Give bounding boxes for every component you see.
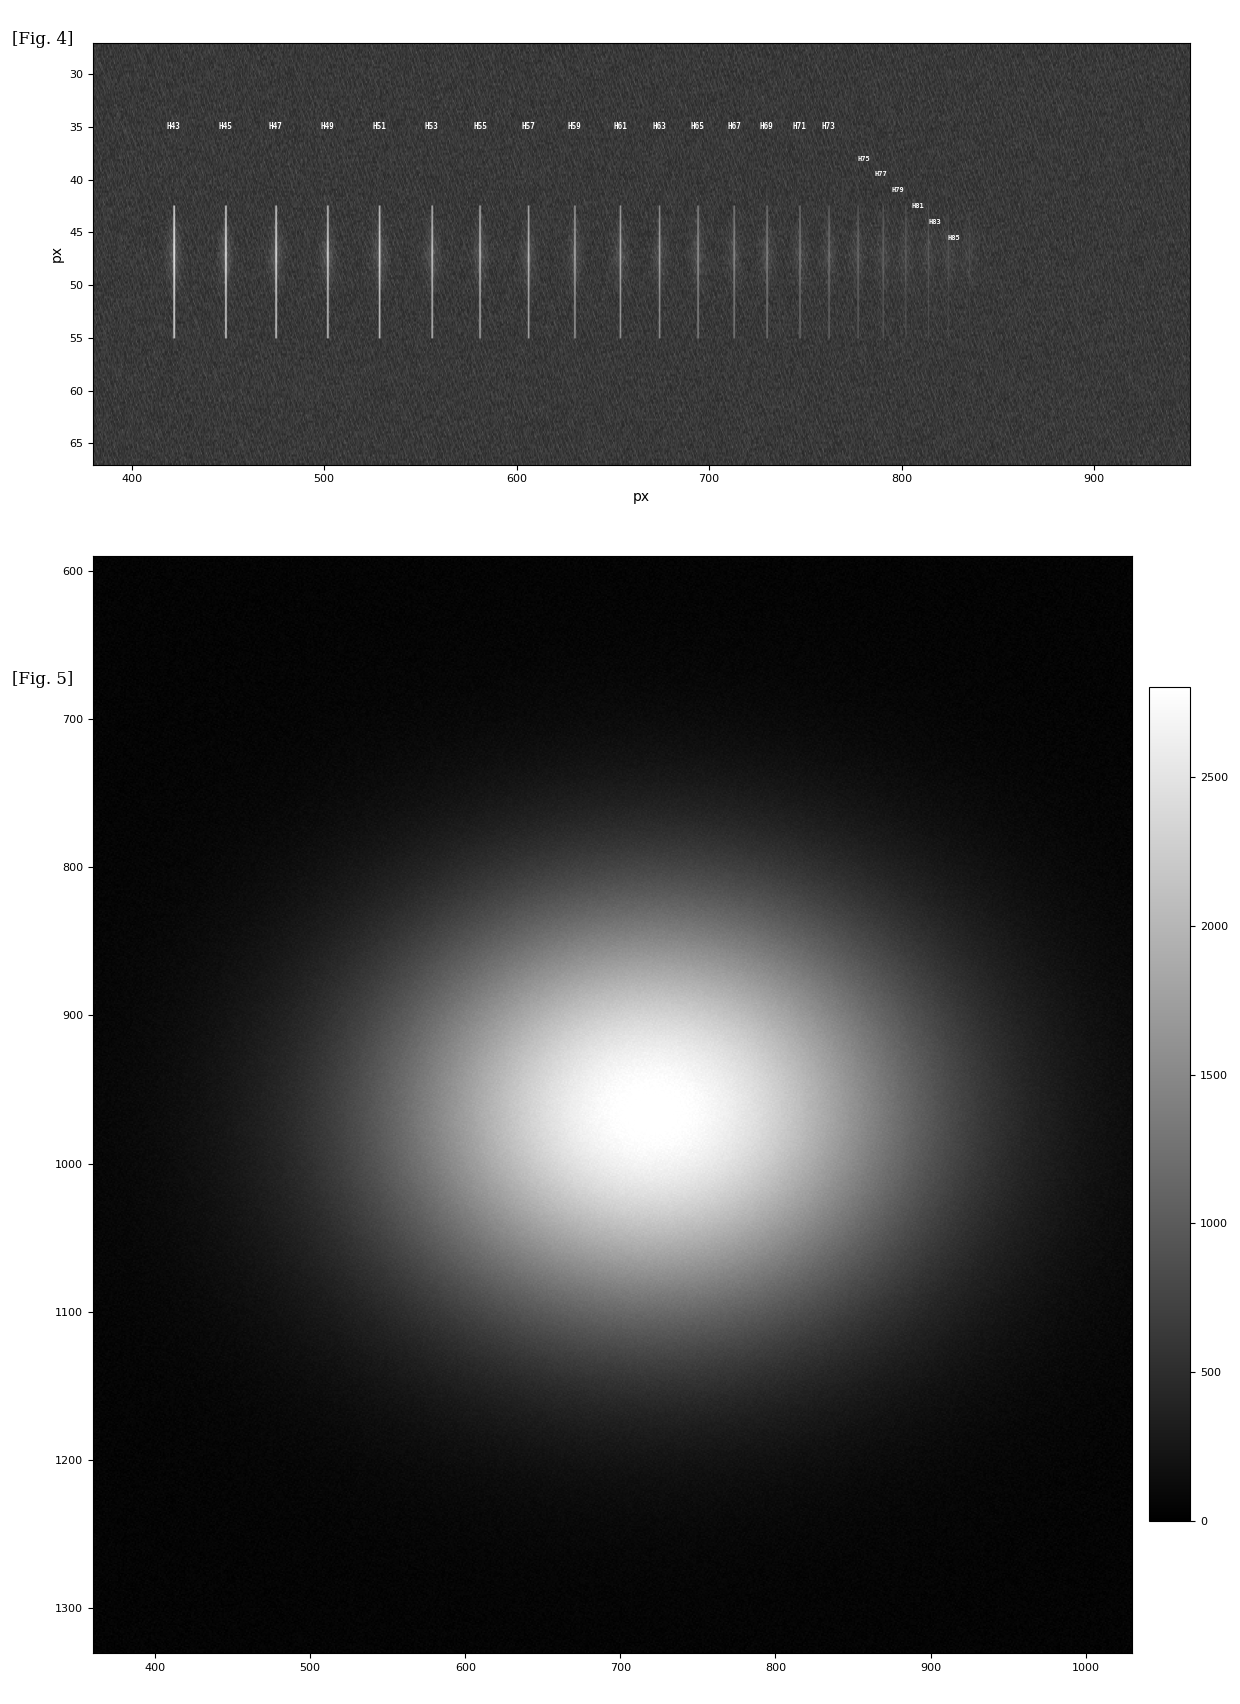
Text: H57: H57: [521, 123, 534, 131]
Text: H83: H83: [929, 218, 941, 225]
Text: [Fig. 5]: [Fig. 5]: [12, 671, 73, 688]
Text: H77: H77: [874, 172, 888, 177]
Text: H49: H49: [321, 123, 335, 131]
Text: H73: H73: [822, 123, 836, 131]
Text: H47: H47: [269, 123, 283, 131]
Text: H85: H85: [947, 235, 961, 240]
Text: H69: H69: [760, 123, 774, 131]
Text: H59: H59: [568, 123, 582, 131]
Text: H67: H67: [727, 123, 742, 131]
X-axis label: px: px: [634, 489, 650, 504]
Y-axis label: px: px: [50, 245, 63, 262]
Text: H65: H65: [691, 123, 704, 131]
Text: [Fig. 4]: [Fig. 4]: [12, 31, 73, 48]
Text: H81: H81: [911, 203, 924, 210]
Text: H63: H63: [652, 123, 666, 131]
Text: H55: H55: [472, 123, 487, 131]
Text: H75: H75: [857, 155, 870, 162]
Text: H53: H53: [425, 123, 439, 131]
Text: H43: H43: [167, 123, 181, 131]
Text: H51: H51: [373, 123, 387, 131]
Text: H45: H45: [219, 123, 233, 131]
Text: H71: H71: [792, 123, 806, 131]
Text: H79: H79: [892, 187, 905, 193]
Text: H61: H61: [614, 123, 627, 131]
